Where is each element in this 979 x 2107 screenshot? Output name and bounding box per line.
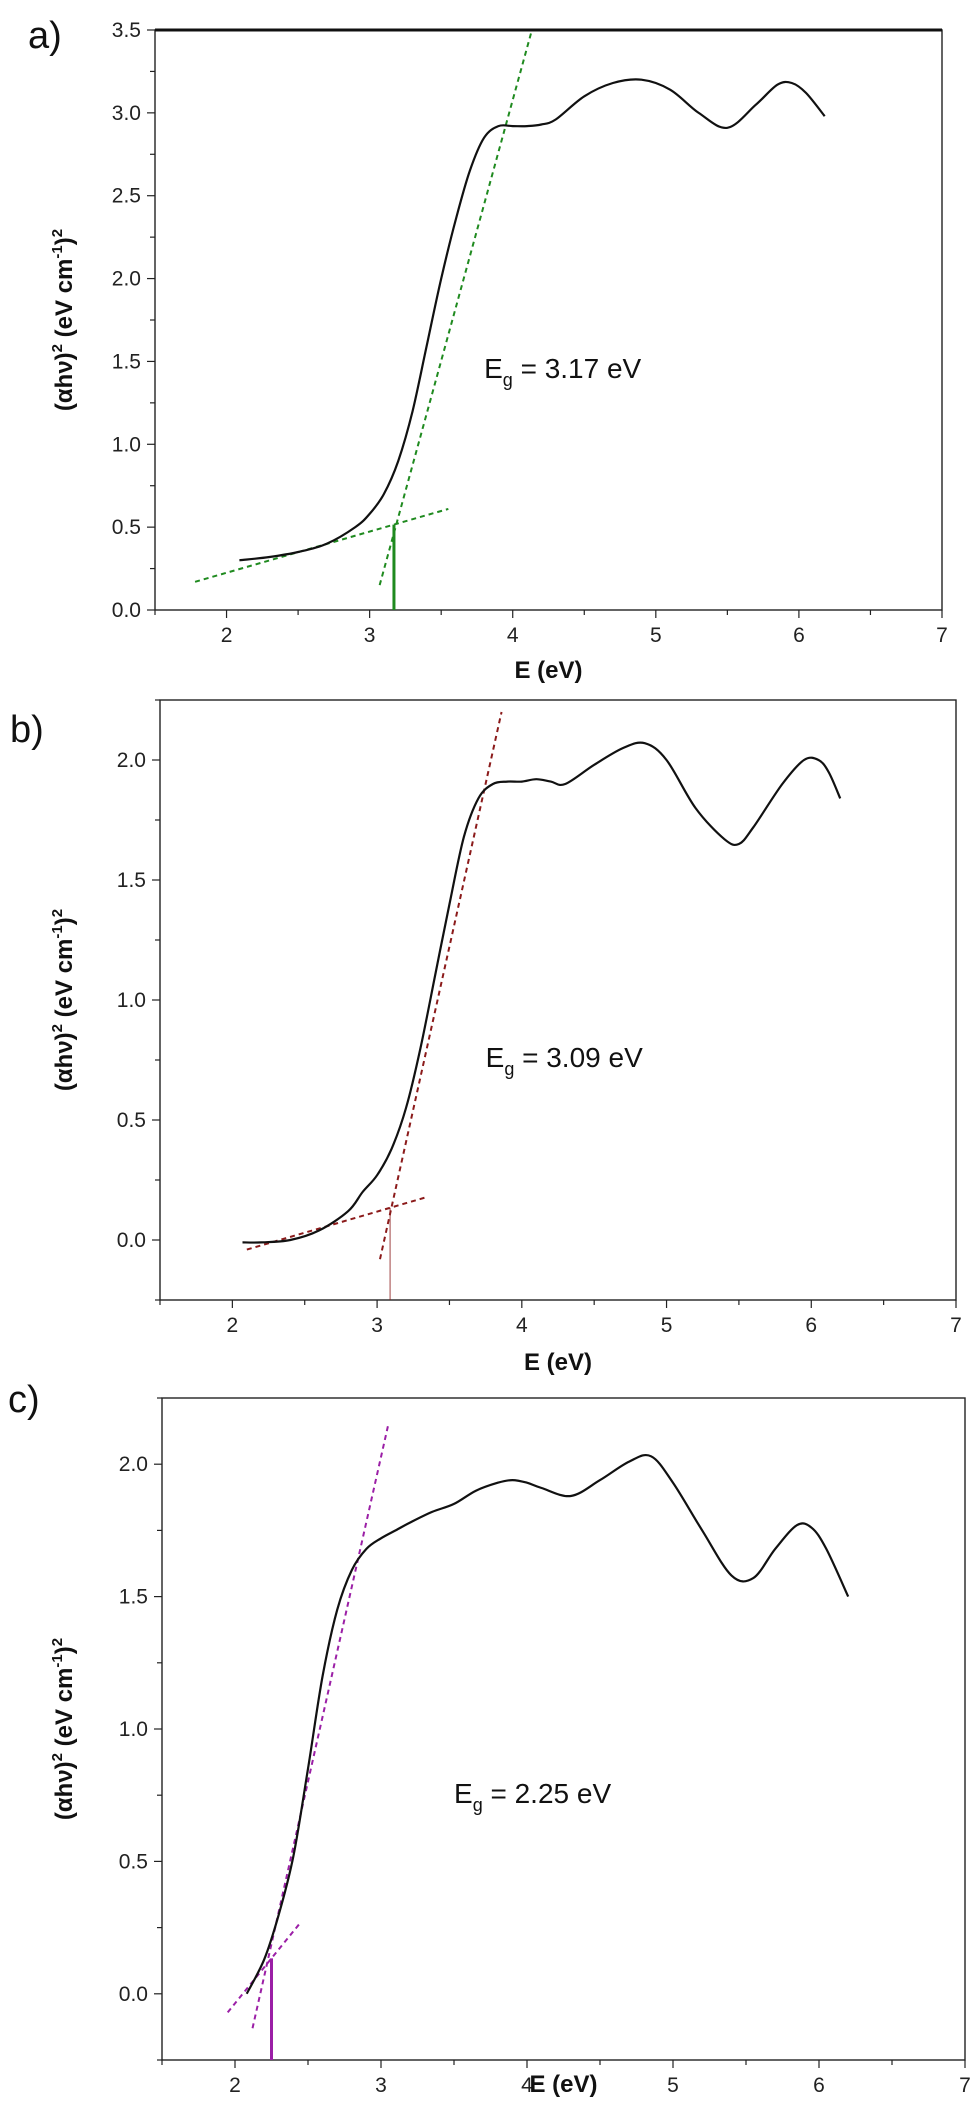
x-axis-title: E (eV) [524, 1349, 592, 1376]
x-tick-label: 5 [661, 1314, 673, 1337]
y-axis-title: (αhν)2 (eV cm-1)2 [49, 909, 78, 1091]
y-tick-label: 2.5 [112, 185, 141, 208]
x-tick-label: 6 [813, 2074, 825, 2097]
y-tick-label: 2.0 [119, 1453, 148, 1476]
absorption-curve [245, 1453, 850, 1995]
absorption-curve [239, 78, 826, 562]
band-gap-annotation: Eg = 3.09 eV [486, 1042, 643, 1079]
y-tick-label: 3.5 [112, 19, 141, 42]
y-tick-label: 1.0 [112, 433, 141, 456]
panel-label: c) [8, 1379, 40, 1421]
y-tick-label: 2.0 [117, 749, 146, 772]
x-tick-label: 2 [229, 2074, 241, 2097]
panel-label: b) [10, 709, 44, 751]
panel-label: a) [28, 15, 62, 57]
x-tick-label: 3 [364, 624, 376, 647]
x-axis-title: E (eV) [529, 2071, 597, 2098]
y-tick-label: 1.5 [117, 869, 146, 892]
plot-frame [161, 1397, 966, 2061]
band-gap-annotation: Eg = 2.25 eV [454, 1778, 611, 1815]
band-gap-annotation: Eg = 3.17 eV [484, 353, 641, 390]
x-tick-label: 3 [371, 1314, 383, 1337]
x-tick-label: 3 [375, 2074, 387, 2097]
x-tick-label: 7 [936, 624, 948, 647]
x-axis-title: E (eV) [514, 657, 582, 684]
x-tick-label: 2 [227, 1314, 239, 1337]
y-tick-label: 0.0 [117, 1229, 146, 1252]
y-axis-title: (αhν)2 (eV cm-1)2 [49, 229, 78, 411]
x-tick-label: 4 [516, 1314, 528, 1337]
tangent-line-2 [379, 711, 503, 1260]
plot-frame [154, 29, 943, 611]
y-tick-label: 0.0 [119, 1983, 148, 2006]
x-tick-label: 6 [805, 1314, 817, 1337]
y-tick-label: 0.0 [112, 599, 141, 622]
x-tick-label: 4 [507, 624, 519, 647]
x-tick-label: 5 [667, 2074, 679, 2097]
y-tick-label: 1.0 [117, 989, 146, 1012]
x-tick-label: 7 [959, 2074, 971, 2097]
y-tick-label: 1.5 [112, 350, 141, 373]
x-tick-label: 6 [793, 624, 805, 647]
y-tick-label: 1.0 [119, 1718, 148, 1741]
y-axis-title: (αhν)2 (eV cm-1)2 [49, 1638, 78, 1820]
tangent-line-1 [226, 1921, 302, 2013]
x-tick-label: 2 [221, 624, 233, 647]
chart-panel-2: b) 2 3 4 5 6 7 0.0 0.5 1.0 1.5 2.0 E (eV) (αhν)2 (eV … [10, 699, 962, 1376]
y-tick-label: 0.5 [119, 1850, 148, 1873]
chart-panel-1: a) 2 3 4 5 6 7 0.0 0.5 1.0 1.5 2.0 2.5 3.0 3.5 E (eV) (α… [28, 15, 948, 684]
absorption-curve [242, 741, 842, 1244]
tangent-line-1 [194, 507, 449, 583]
y-tick-label: 0.5 [112, 516, 141, 539]
y-tick-label: 0.5 [117, 1109, 146, 1132]
y-tick-label: 3.0 [112, 102, 141, 125]
chart-panel-3: c) 2 3 4 5 6 7 0.0 0.5 1.0 1.5 2.0 E (eV) (αhν)2 (eV … [8, 1379, 971, 2098]
y-tick-label: 1.5 [119, 1586, 148, 1609]
x-tick-label: 4 [521, 2074, 533, 2097]
x-tick-label: 7 [950, 1314, 962, 1337]
x-tick-label: 5 [650, 624, 662, 647]
tangent-line-2 [378, 30, 533, 586]
y-tick-label: 2.0 [112, 268, 141, 291]
